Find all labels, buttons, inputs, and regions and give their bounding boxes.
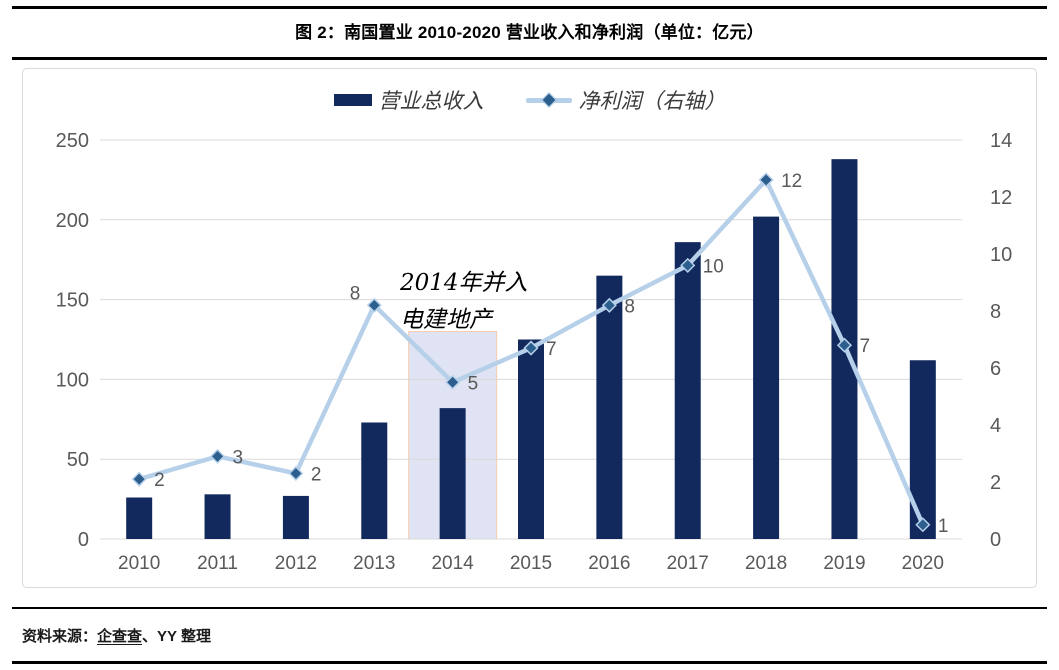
bar-2012 — [282, 495, 309, 539]
data-label-2010: 2 — [154, 470, 165, 491]
x-label-2018: 2018 — [745, 553, 787, 574]
marker-2017 — [680, 257, 696, 273]
marker-2020 — [915, 517, 931, 533]
left-axis-tick-150: 150 — [56, 290, 89, 312]
left-axis-tick-100: 100 — [56, 369, 89, 391]
source-prefix: 资料来源： — [22, 628, 98, 645]
left-axis-tick-250: 250 — [56, 130, 89, 152]
chart-plot: 0 50 100 150 200 250 0 2 4 6 8 10 12 14 2 3 2 8 5 7 8 10 12 7 1 2… — [56, 130, 1013, 574]
bar-2014 — [439, 408, 466, 539]
data-label-2016: 8 — [624, 296, 635, 317]
bar-2010 — [126, 497, 153, 539]
marker-2010 — [131, 471, 147, 487]
right-axis-tick-14: 14 — [990, 130, 1012, 152]
x-label-2019: 2019 — [823, 553, 865, 574]
x-label-2016: 2016 — [588, 553, 630, 574]
marker-2012 — [288, 465, 304, 482]
data-label-2011: 3 — [233, 447, 244, 468]
right-axis-tick-2: 2 — [990, 472, 1001, 494]
left-axis-tick-200: 200 — [56, 210, 89, 232]
data-label-2018: 12 — [781, 171, 802, 192]
x-label-2014: 2014 — [431, 553, 474, 574]
bar-2017 — [674, 242, 701, 540]
figure-title: 图 2：南国置业 2010-2020 营业收入和净利润（单位：亿元） — [295, 23, 764, 42]
x-label-2010: 2010 — [118, 553, 160, 574]
bar-2018 — [753, 216, 780, 539]
data-label-2012: 2 — [311, 464, 322, 485]
bar-2011 — [204, 494, 231, 539]
bar-2013 — [361, 422, 388, 539]
right-axis-tick-6: 6 — [990, 358, 1001, 380]
source-divider — [12, 607, 1047, 609]
bar-2015 — [518, 339, 544, 539]
marker-2019 — [836, 337, 853, 353]
data-label-2017: 10 — [703, 256, 724, 277]
x-label-2012: 2012 — [275, 553, 317, 574]
x-label-2015: 2015 — [510, 553, 552, 574]
x-label-2020: 2020 — [902, 553, 944, 574]
x-label-2011: 2011 — [197, 553, 238, 574]
chart-panel: 0 50 100 150 200 250 0 2 4 6 8 10 12 14 2 3 2 8 5 7 8 10 12 7 1 2… — [22, 68, 1037, 588]
right-axis-tick-0: 0 — [990, 529, 1001, 551]
data-label-2019: 7 — [859, 336, 870, 357]
annotation-line-1: 2014年并入 — [399, 270, 528, 296]
bar-2020 — [909, 360, 936, 539]
annotation-line-2: 电建地产 — [400, 307, 494, 333]
right-axis-tick-8: 8 — [990, 301, 1001, 323]
marker-2015 — [523, 340, 539, 356]
title-divider — [12, 57, 1047, 60]
left-axis-tick-50: 50 — [67, 449, 89, 471]
bar-2016 — [596, 275, 623, 539]
right-axis-tick-4: 4 — [990, 415, 1001, 437]
marker-2011 — [209, 448, 226, 464]
source-link[interactable]: 企查查 — [97, 628, 143, 645]
bottom-divider — [12, 661, 1047, 664]
x-label-2017: 2017 — [667, 553, 709, 574]
marker-2016 — [601, 297, 617, 313]
data-label-2014: 5 — [468, 373, 479, 394]
right-axis-tick-12: 12 — [990, 187, 1012, 209]
data-label-2013: 8 — [350, 283, 361, 304]
x-label-2013: 2013 — [353, 553, 395, 574]
marker-2014 — [445, 374, 461, 390]
source-suffix: 、YY 整理 — [142, 628, 211, 645]
source-note: 资料来源：企查查、YY 整理 — [22, 625, 211, 646]
data-label-2015: 7 — [546, 339, 557, 360]
marker-2018 — [758, 172, 774, 188]
top-divider — [12, 6, 1047, 9]
left-axis-tick-0: 0 — [78, 529, 89, 551]
data-label-2020: 1 — [938, 516, 949, 537]
marker-2013 — [366, 297, 382, 313]
right-axis-tick-10: 10 — [990, 244, 1012, 266]
